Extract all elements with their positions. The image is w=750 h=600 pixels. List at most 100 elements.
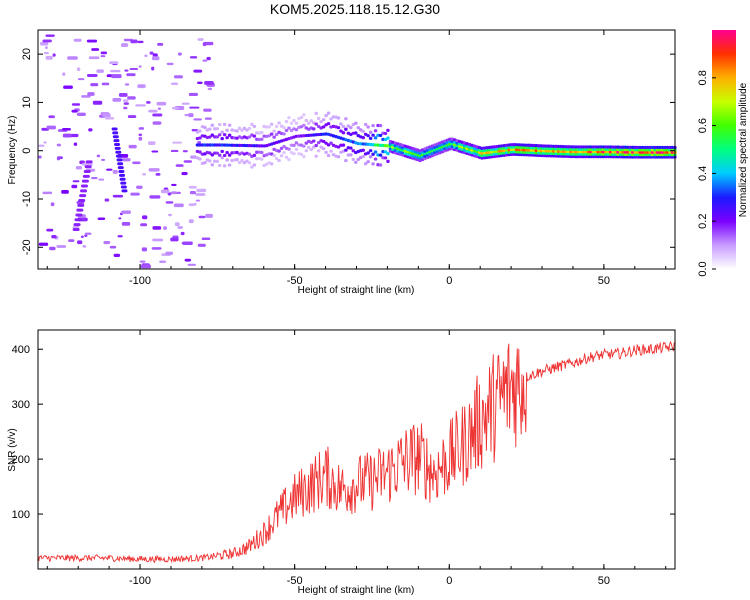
ridge-cell (638, 148, 643, 152)
ridge-cell (294, 128, 299, 132)
ridge-cell (252, 124, 257, 129)
spectrogram-y-tick-label: -10 (21, 191, 33, 207)
noise-cell (123, 102, 129, 105)
ridge-cell (371, 162, 375, 166)
stripe-cell (84, 165, 92, 169)
ridge-cell (579, 145, 583, 149)
ridge-cell (366, 125, 370, 129)
noise-cell (198, 215, 206, 219)
ridge-cell (668, 155, 672, 159)
ridge-cell (208, 151, 212, 155)
ridge-cell (616, 150, 620, 154)
ridge-cell (648, 153, 652, 157)
ridge-cell (247, 135, 252, 139)
noise-cell (189, 106, 200, 109)
stripe-cell (76, 208, 84, 212)
noise-cell (167, 192, 172, 196)
ridge-cell (314, 154, 318, 158)
spectrogram-cells (38, 34, 677, 269)
noise-cell (193, 118, 202, 121)
noise-cell (141, 247, 147, 252)
noise-cell (38, 144, 45, 147)
ridge-cell (307, 145, 311, 150)
ridge-cell (663, 148, 667, 152)
noise-cell (152, 121, 162, 125)
ridge-cell (598, 155, 603, 159)
ridge-cell (623, 152, 628, 157)
ridge-cell (354, 121, 358, 125)
noise-cell (61, 190, 69, 194)
noise-cell (138, 65, 142, 68)
ridge-cell (227, 163, 232, 167)
colorbar: 0.0 0.2 0.4 0.6 0.8 Normalized spectral ampl… (697, 30, 749, 277)
ridge-cell (220, 156, 224, 160)
ridge-cell (354, 160, 358, 164)
noise-cell (181, 102, 190, 105)
ridge-cell (344, 148, 348, 152)
ridge-cell (252, 134, 257, 138)
ridge-cell (324, 150, 328, 154)
ridge-cell (581, 145, 586, 149)
ridge-cell (650, 150, 655, 154)
ridge-cell (284, 155, 289, 159)
stripe-cell (74, 218, 82, 222)
snr-x-tick-label: 50 (598, 575, 610, 587)
ridge-cell (215, 151, 219, 155)
ridge-cell (616, 145, 620, 149)
ridge-cell (292, 118, 296, 123)
noise-cell (88, 128, 93, 132)
ridge-cell (217, 163, 222, 168)
noise-cell (121, 210, 131, 214)
noise-cell (151, 66, 155, 71)
noise-cell (96, 154, 101, 158)
ridge-cell (638, 145, 643, 150)
noise-cell (202, 42, 207, 47)
ridge-cell (665, 155, 670, 159)
ridge-cell (210, 123, 215, 127)
stripe-cell (114, 146, 121, 150)
ridge-cell (321, 118, 326, 122)
ridge-cell (613, 155, 618, 159)
ridge-cell (618, 150, 623, 154)
ridge-cell (608, 152, 613, 156)
ridge-cell (658, 148, 662, 152)
ridge-cell (371, 124, 375, 128)
ridge-cell (279, 146, 284, 150)
stripe-cell (120, 185, 127, 189)
stripe-cell (115, 154, 122, 158)
ridge-cell (623, 148, 628, 152)
spectrogram-x-label: Height of straight line (km) (298, 285, 415, 296)
ridge-cell (217, 153, 222, 157)
figure-title: KOM5.2025.118.15.12.G30 (270, 1, 440, 17)
ridge-cell (616, 152, 620, 156)
ridge-cell (591, 152, 596, 156)
ridge-cell (349, 126, 353, 130)
noise-cell (127, 96, 136, 100)
ridge-cell (623, 145, 628, 149)
snr-panel: -100 -50 0 50 100 200 300 400 Height of straig… (7, 329, 676, 596)
ridge-cell (636, 148, 640, 152)
noise-cell (140, 264, 151, 269)
stripe-cell (82, 174, 90, 178)
ridge-cell (621, 150, 625, 154)
ridge-cell (277, 121, 281, 125)
noise-cell (123, 106, 128, 110)
ridge-cell (589, 147, 593, 151)
ridge-cell (640, 155, 645, 159)
ridge-cell (653, 153, 657, 157)
ridge-cell (217, 143, 222, 147)
ridge-cell (581, 152, 586, 156)
ridge-cell (628, 150, 633, 154)
stripe-cell (119, 177, 126, 181)
ridge-cell (586, 155, 591, 159)
ridge-cell (626, 150, 630, 154)
ridge-cell (648, 145, 652, 150)
noise-cell (152, 113, 163, 117)
ridge-cell (601, 150, 605, 154)
noise-cell (44, 46, 48, 50)
ridge-cell (225, 128, 229, 132)
noise-cell (52, 53, 56, 57)
ridge-cell (373, 136, 378, 140)
ridge-cell (645, 153, 650, 157)
noise-cell (188, 219, 194, 224)
